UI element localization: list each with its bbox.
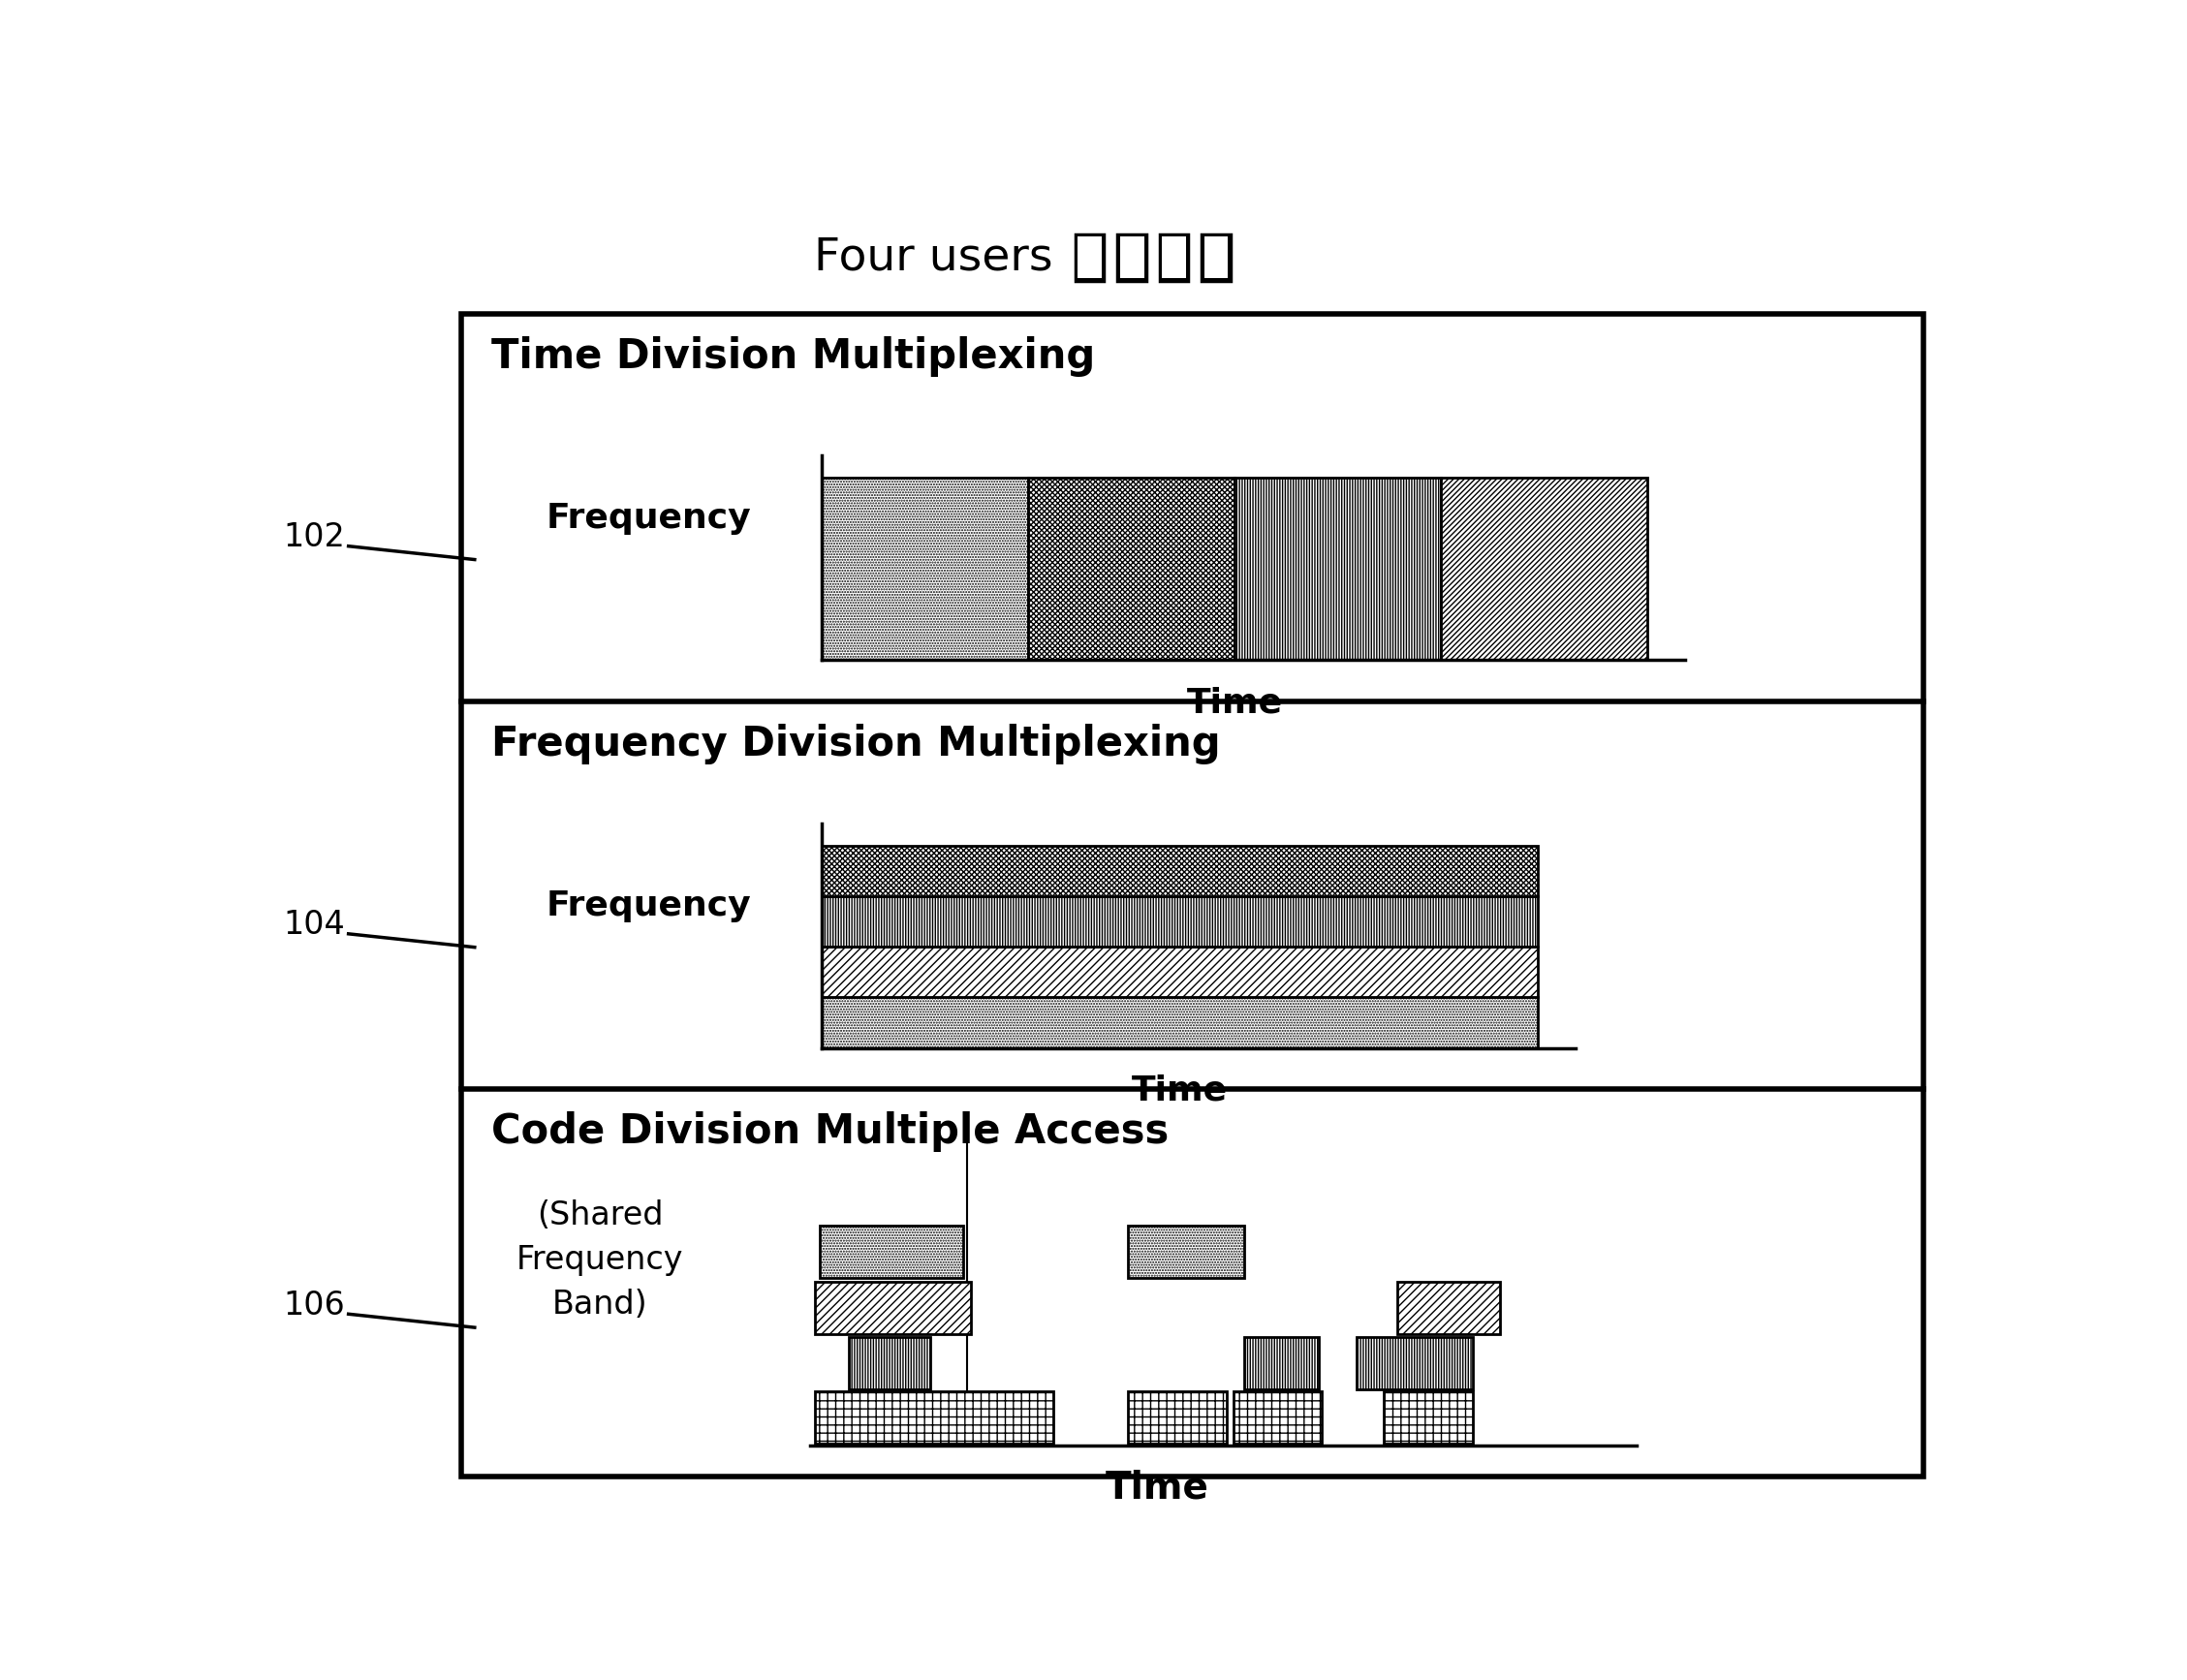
- Bar: [1159, 235, 1188, 281]
- Bar: [1384, 1391, 1472, 1443]
- Bar: [822, 948, 1537, 998]
- Bar: [1028, 477, 1236, 660]
- Bar: [1128, 1391, 1227, 1443]
- Bar: [849, 1337, 929, 1389]
- Text: Code Division Multiple Access: Code Division Multiple Access: [492, 1110, 1168, 1152]
- Text: 4: 4: [1209, 1408, 1223, 1428]
- Bar: [1244, 1337, 1319, 1389]
- Text: 1: 1: [1227, 1242, 1242, 1262]
- Text: Time: Time: [1104, 1468, 1209, 1505]
- Text: 3: 3: [1454, 1354, 1470, 1373]
- Text: Four users: Four users: [814, 235, 1054, 279]
- Bar: [1201, 235, 1231, 281]
- Text: Frequency: Frequency: [547, 890, 752, 922]
- Bar: [1236, 477, 1441, 660]
- Text: Time Division Multiplexing: Time Division Multiplexing: [492, 336, 1096, 376]
- Bar: [822, 998, 1537, 1048]
- Bar: [822, 897, 1537, 948]
- Text: (Shared
Frequency
Band): (Shared Frequency Band): [516, 1200, 685, 1320]
- Text: 106: 106: [282, 1289, 346, 1320]
- Bar: [822, 847, 1537, 897]
- Bar: [461, 314, 1922, 1477]
- Text: Frequency Division Multiplexing: Frequency Division Multiplexing: [492, 724, 1220, 764]
- Text: 4: 4: [1454, 1408, 1470, 1428]
- Text: Frequency: Frequency: [547, 502, 752, 534]
- Bar: [1233, 1391, 1321, 1443]
- Text: 2: 2: [954, 1299, 969, 1319]
- Bar: [1118, 235, 1146, 281]
- Bar: [1205, 237, 1229, 279]
- Text: Time: Time: [1133, 1074, 1227, 1107]
- Bar: [1161, 237, 1185, 279]
- Text: 3: 3: [914, 1354, 927, 1373]
- Text: Time: Time: [1188, 685, 1282, 719]
- Bar: [814, 1391, 1052, 1443]
- Bar: [1356, 1337, 1472, 1389]
- Bar: [1120, 237, 1144, 279]
- Text: 4: 4: [1306, 1408, 1319, 1428]
- Text: 2: 2: [1483, 1299, 1496, 1319]
- Text: 3: 3: [1301, 1354, 1317, 1373]
- Bar: [1078, 237, 1102, 279]
- Bar: [1397, 1282, 1500, 1334]
- Text: 4: 4: [1037, 1408, 1050, 1428]
- Bar: [820, 1225, 962, 1278]
- Bar: [822, 477, 1028, 660]
- Bar: [1076, 235, 1104, 281]
- Text: 1: 1: [947, 1242, 960, 1262]
- Bar: [1128, 1225, 1244, 1278]
- Text: 102: 102: [282, 521, 346, 553]
- Bar: [814, 1282, 971, 1334]
- Text: 104: 104: [282, 909, 346, 941]
- Bar: [1441, 477, 1647, 660]
